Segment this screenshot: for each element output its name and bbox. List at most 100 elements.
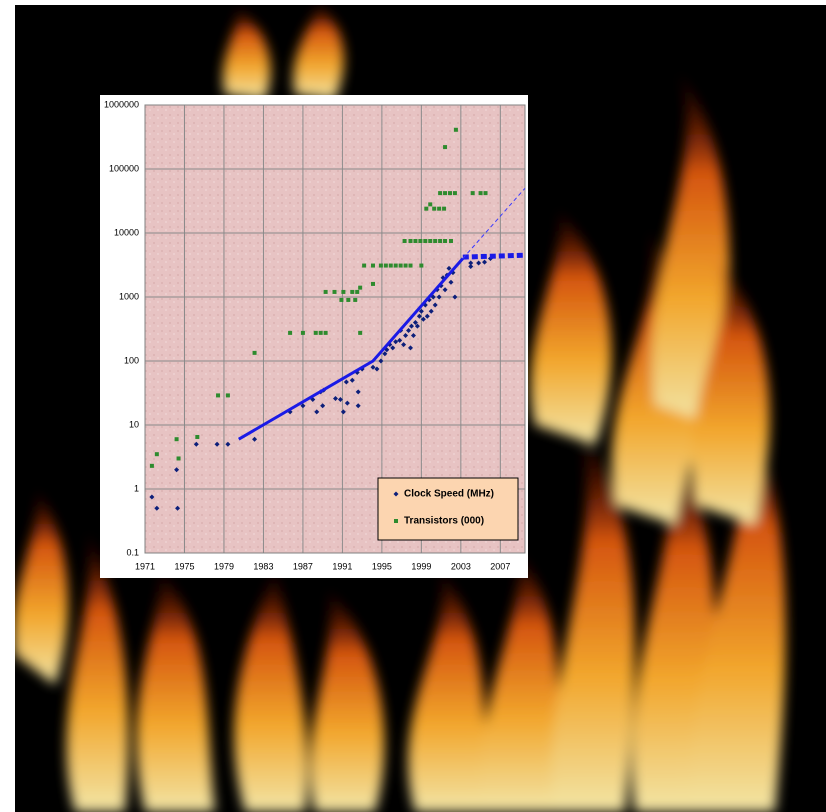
point bbox=[414, 323, 420, 329]
point bbox=[470, 191, 475, 196]
point bbox=[418, 238, 423, 243]
y-tick-label: 100 bbox=[124, 355, 139, 365]
point bbox=[397, 337, 403, 343]
trend-line bbox=[462, 252, 526, 260]
point bbox=[214, 441, 220, 447]
point bbox=[432, 302, 438, 308]
point bbox=[438, 238, 443, 243]
point bbox=[339, 297, 344, 302]
point bbox=[337, 397, 343, 403]
point bbox=[442, 287, 448, 293]
x-tick-label: 2007 bbox=[490, 561, 510, 571]
y-tick-label: 10 bbox=[129, 419, 139, 429]
point bbox=[432, 206, 437, 211]
point bbox=[252, 436, 258, 442]
point bbox=[401, 342, 407, 348]
point bbox=[393, 339, 399, 345]
y-tick-label: 10000 bbox=[114, 227, 139, 237]
point bbox=[355, 289, 360, 294]
point bbox=[468, 260, 474, 266]
legend-box bbox=[377, 477, 519, 541]
point bbox=[318, 330, 323, 335]
point bbox=[416, 313, 422, 319]
point bbox=[428, 238, 433, 243]
point bbox=[174, 467, 180, 473]
point bbox=[154, 505, 160, 511]
point bbox=[413, 238, 418, 243]
point bbox=[344, 400, 350, 406]
point bbox=[482, 259, 488, 265]
x-tick-label: 1991 bbox=[332, 561, 352, 571]
y-tick-label: 1 bbox=[134, 483, 139, 493]
point bbox=[468, 263, 474, 269]
legend-marker bbox=[393, 491, 399, 497]
point bbox=[437, 206, 442, 211]
point bbox=[355, 389, 361, 395]
x-tick-label: 1999 bbox=[411, 561, 431, 571]
point bbox=[383, 263, 388, 268]
point bbox=[174, 437, 179, 442]
point bbox=[443, 238, 448, 243]
point bbox=[149, 494, 155, 500]
point bbox=[412, 319, 418, 325]
y-tick-label: 0.1 bbox=[126, 547, 139, 557]
point bbox=[408, 345, 414, 351]
point bbox=[350, 289, 355, 294]
legend-label: Transistors (000) bbox=[404, 516, 484, 527]
point bbox=[398, 263, 403, 268]
point bbox=[420, 316, 426, 322]
point bbox=[374, 366, 380, 372]
point bbox=[371, 263, 375, 268]
point bbox=[341, 289, 346, 294]
point bbox=[448, 238, 453, 243]
point bbox=[419, 263, 424, 268]
legend-marker bbox=[394, 519, 398, 523]
point bbox=[252, 350, 257, 355]
point bbox=[408, 323, 414, 329]
point bbox=[288, 330, 293, 335]
point bbox=[478, 191, 483, 196]
point bbox=[428, 308, 434, 314]
point bbox=[323, 330, 328, 335]
point bbox=[300, 403, 306, 409]
point bbox=[423, 238, 428, 243]
x-tick-label: 1979 bbox=[214, 561, 234, 571]
point bbox=[314, 409, 320, 415]
point bbox=[225, 441, 231, 447]
point bbox=[349, 377, 355, 383]
point bbox=[483, 191, 488, 196]
y-tick-label: 100000 bbox=[109, 163, 139, 173]
point bbox=[388, 263, 393, 268]
point bbox=[332, 289, 337, 294]
trend-line bbox=[238, 257, 464, 441]
point bbox=[448, 279, 454, 285]
point bbox=[216, 393, 221, 398]
point bbox=[300, 330, 305, 335]
point bbox=[408, 238, 413, 243]
x-tick-label: 1971 bbox=[135, 561, 155, 571]
point bbox=[443, 145, 448, 150]
x-tick-label: 1987 bbox=[293, 561, 313, 571]
y-tick-label: 1000000 bbox=[104, 99, 139, 109]
point bbox=[193, 441, 199, 447]
point bbox=[355, 403, 361, 409]
point bbox=[175, 505, 181, 511]
x-tick-label: 1995 bbox=[372, 561, 392, 571]
point bbox=[323, 289, 328, 294]
x-tick-label: 1983 bbox=[253, 561, 273, 571]
point bbox=[154, 452, 159, 457]
point bbox=[362, 263, 367, 268]
point bbox=[446, 265, 452, 271]
point bbox=[340, 409, 346, 415]
point bbox=[442, 206, 447, 211]
plot-border bbox=[144, 104, 526, 554]
point bbox=[195, 434, 200, 439]
point bbox=[443, 191, 448, 196]
x-tick-label: 1975 bbox=[174, 561, 194, 571]
point bbox=[452, 191, 457, 196]
point bbox=[149, 463, 154, 468]
point bbox=[370, 364, 376, 370]
point bbox=[403, 263, 408, 268]
point bbox=[313, 330, 318, 335]
